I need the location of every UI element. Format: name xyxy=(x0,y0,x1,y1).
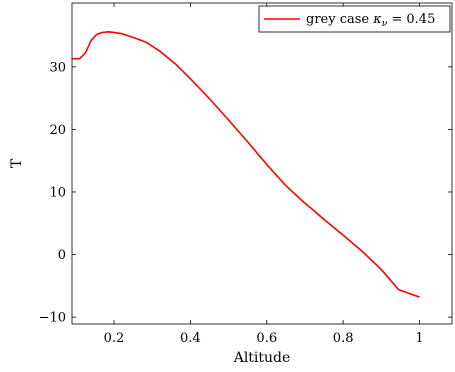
legend-label-suffix: = 0.45 xyxy=(387,12,435,27)
series-layer xyxy=(72,30,420,298)
legend-label-symbol: κ xyxy=(372,12,382,27)
legend-label-subscript: ν xyxy=(382,19,388,29)
ticks-layer xyxy=(72,3,452,324)
series-line-0 xyxy=(72,30,420,298)
plot-frame xyxy=(71,2,453,325)
x-tick-label: 0.4 xyxy=(180,331,201,346)
legend-label-prefix: grey case xyxy=(306,12,373,27)
legend: grey case κν = 0.45 xyxy=(258,5,451,33)
x-axis-label: Altitude xyxy=(233,350,291,366)
x-tick-label: 0.2 xyxy=(104,331,125,346)
y-axis-label: T xyxy=(9,158,25,168)
tick-labels-layer: 0.2 0.4 0.6 0.8 1 −10 0 10 20 30 xyxy=(39,60,424,346)
y-tick-label: 20 xyxy=(49,123,66,138)
x-tick-label: 1 xyxy=(415,331,423,346)
y-tick-label: −10 xyxy=(39,311,66,326)
x-tick-label: 0.6 xyxy=(256,331,277,346)
y-tick-label: 0 xyxy=(58,248,66,263)
y-tick-label: 10 xyxy=(49,185,66,200)
legend-label: grey case κν = 0.45 xyxy=(306,12,435,29)
x-tick-label: 0.8 xyxy=(333,331,354,346)
y-tick-label: 30 xyxy=(49,60,66,75)
